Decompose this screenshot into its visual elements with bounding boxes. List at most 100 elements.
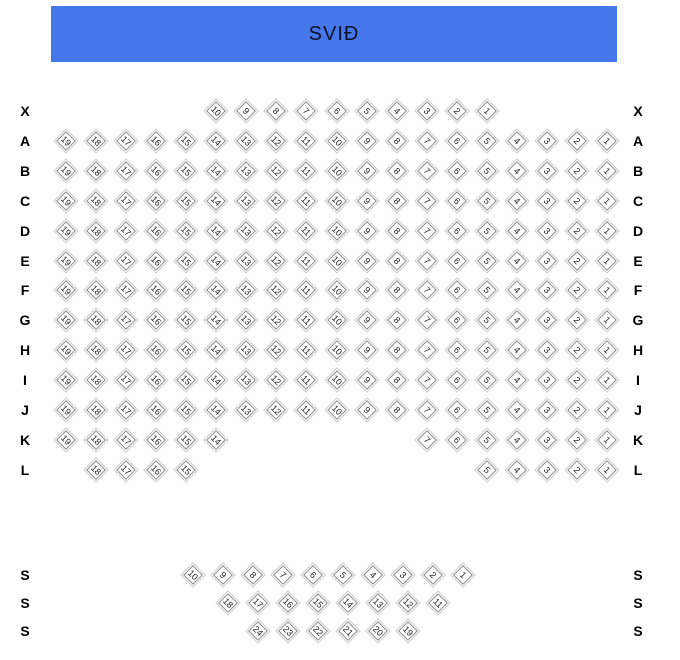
seat-number[interactable]: 5 — [474, 158, 500, 184]
seat[interactable]: 3 — [534, 217, 560, 244]
seat[interactable]: 16 — [143, 247, 169, 274]
seat[interactable]: 11 — [293, 307, 320, 334]
seat[interactable]: 17 — [113, 277, 139, 304]
seat-number[interactable]: 13 — [365, 590, 391, 616]
seat[interactable]: 2 — [564, 307, 590, 334]
seat-number[interactable]: 2 — [564, 457, 590, 483]
seat[interactable]: 9 — [353, 128, 380, 154]
seat-number[interactable]: 4 — [504, 427, 530, 453]
seat[interactable]: 15 — [173, 187, 199, 214]
seat-number[interactable]: 10 — [323, 337, 350, 363]
seat[interactable]: 18 — [83, 457, 109, 483]
seat[interactable]: 8 — [383, 247, 410, 274]
seat-number[interactable]: 4 — [504, 307, 530, 334]
seat[interactable]: 5 — [474, 337, 500, 363]
seat[interactable]: 1 — [594, 427, 620, 453]
seat-number[interactable]: 4 — [383, 98, 410, 124]
seat[interactable]: 3 — [534, 158, 560, 184]
seat[interactable]: 14 — [203, 277, 230, 304]
seat-number[interactable]: 6 — [444, 337, 470, 363]
seat-number[interactable]: 12 — [395, 590, 421, 616]
seat[interactable]: 13 — [233, 217, 260, 244]
seat[interactable]: 7 — [270, 562, 296, 588]
seat-number[interactable]: 19 — [53, 217, 79, 244]
seat-number[interactable]: 3 — [534, 397, 560, 423]
seat-number[interactable]: 7 — [413, 247, 440, 274]
seat-number[interactable]: 2 — [564, 158, 590, 184]
seat-number[interactable]: 9 — [353, 397, 380, 423]
seat-number[interactable]: 18 — [83, 217, 109, 244]
seat-number[interactable]: 15 — [173, 128, 199, 154]
seat[interactable]: 6 — [444, 158, 470, 184]
seat-number[interactable]: 1 — [594, 187, 620, 214]
seat[interactable]: 15 — [173, 247, 199, 274]
seat[interactable]: 1 — [594, 247, 620, 274]
seat-number[interactable]: 1 — [594, 367, 620, 393]
seat[interactable]: 13 — [233, 397, 260, 423]
seat[interactable]: 7 — [413, 337, 440, 363]
seat-number[interactable]: 19 — [53, 307, 79, 334]
seat[interactable]: 18 — [83, 247, 109, 274]
seat[interactable]: 7 — [413, 277, 440, 304]
seat[interactable]: 7 — [413, 247, 440, 274]
seat[interactable]: 3 — [413, 98, 440, 124]
seat[interactable]: 5 — [330, 562, 356, 588]
seat-number[interactable]: 17 — [113, 128, 139, 154]
seat-number[interactable]: 12 — [263, 158, 290, 184]
seat[interactable]: 10 — [323, 397, 350, 423]
seat-number[interactable]: 10 — [323, 277, 350, 304]
seat-number[interactable]: 5 — [474, 427, 500, 453]
seat[interactable]: 18 — [83, 277, 109, 304]
seat[interactable]: 17 — [113, 187, 139, 214]
seat[interactable]: 19 — [53, 397, 79, 423]
seat-number[interactable]: 4 — [504, 397, 530, 423]
seat[interactable]: 4 — [504, 217, 530, 244]
seat[interactable]: 5 — [474, 307, 500, 334]
seat[interactable]: 5 — [474, 217, 500, 244]
seat-number[interactable]: 17 — [113, 337, 139, 363]
seat[interactable]: 11 — [293, 277, 320, 304]
seat[interactable]: 14 — [203, 158, 230, 184]
seat-number[interactable]: 8 — [263, 98, 290, 124]
seat[interactable]: 3 — [534, 457, 560, 483]
seat[interactable]: 6 — [444, 337, 470, 363]
seat-number[interactable]: 16 — [143, 427, 169, 453]
seat-number[interactable]: 15 — [173, 337, 199, 363]
seat[interactable]: 16 — [143, 158, 169, 184]
seat[interactable]: 16 — [143, 277, 169, 304]
seat-number[interactable]: 2 — [564, 247, 590, 274]
seat[interactable]: 12 — [263, 307, 290, 334]
seat[interactable]: 15 — [173, 457, 199, 483]
seat-number[interactable]: 14 — [203, 307, 230, 334]
seat[interactable]: 8 — [383, 217, 410, 244]
seat-number[interactable]: 1 — [594, 337, 620, 363]
seat-number[interactable]: 9 — [353, 307, 380, 334]
seat[interactable]: 17 — [113, 397, 139, 423]
seat[interactable]: 19 — [53, 217, 79, 244]
seat-number[interactable]: 10 — [323, 158, 350, 184]
seat-number[interactable]: 7 — [413, 277, 440, 304]
seat[interactable]: 13 — [233, 128, 260, 154]
seat-number[interactable]: 6 — [444, 277, 470, 304]
seat[interactable]: 13 — [233, 187, 260, 214]
seat[interactable]: 12 — [395, 590, 421, 616]
seat-number[interactable]: 18 — [83, 427, 109, 453]
seat[interactable]: 11 — [293, 187, 320, 214]
seat-number[interactable]: 15 — [173, 307, 199, 334]
seat-number[interactable]: 14 — [203, 397, 230, 423]
seat-number[interactable]: 12 — [263, 277, 290, 304]
seat[interactable]: 5 — [474, 397, 500, 423]
seat-number[interactable]: 19 — [53, 277, 79, 304]
seat[interactable]: 11 — [293, 337, 320, 363]
seat[interactable]: 7 — [413, 427, 440, 453]
seat-number[interactable]: 14 — [203, 277, 230, 304]
seat-number[interactable]: 5 — [474, 128, 500, 154]
seat-number[interactable]: 13 — [233, 247, 260, 274]
seat-number[interactable]: 16 — [143, 367, 169, 393]
seat[interactable]: 18 — [83, 367, 109, 393]
seat-number[interactable]: 1 — [594, 217, 620, 244]
seat-number[interactable]: 2 — [564, 277, 590, 304]
seat[interactable]: 4 — [504, 187, 530, 214]
seat-number[interactable]: 12 — [263, 217, 290, 244]
seat[interactable]: 15 — [173, 158, 199, 184]
